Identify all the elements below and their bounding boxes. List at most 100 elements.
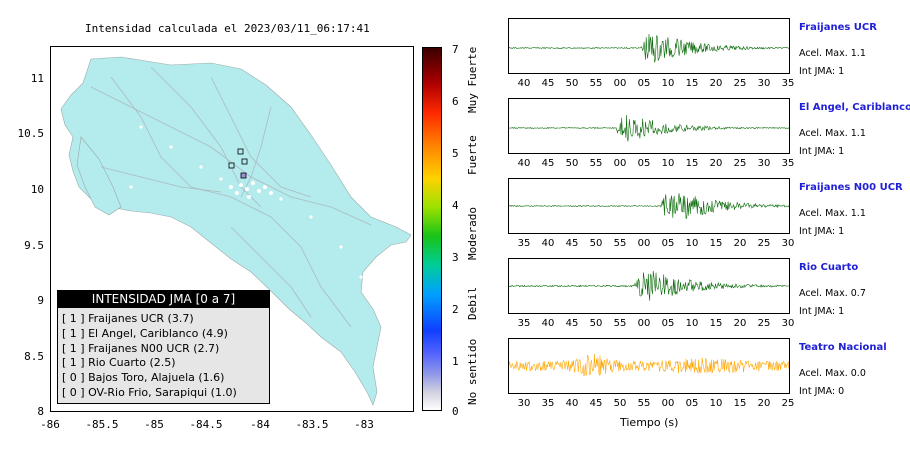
station-intensity: Int JMA: 0 bbox=[799, 386, 845, 397]
legend-row: [ 1 ] Fraijanes UCR (3.7) bbox=[62, 312, 194, 325]
road-network bbox=[90, 66, 372, 328]
time-tick: 05 bbox=[661, 318, 675, 329]
time-tick: 55 bbox=[613, 238, 627, 249]
time-tick: 40 bbox=[517, 78, 531, 89]
time-axis-label: Tiempo (s) bbox=[620, 416, 679, 429]
map-xtick: -83.5 bbox=[295, 418, 329, 431]
time-tick: 35 bbox=[517, 238, 531, 249]
legend-row: [ 0 ] Bajos Toro, Alajuela (1.6) bbox=[62, 371, 225, 385]
colorbar-tick: 5 bbox=[452, 147, 459, 160]
time-tick: 50 bbox=[613, 398, 627, 409]
seismogram-trace bbox=[508, 114, 790, 142]
time-tick: 30 bbox=[517, 398, 531, 409]
intensity-colorbar bbox=[422, 47, 442, 411]
time-tick: 55 bbox=[637, 398, 651, 409]
time-tick: 00 bbox=[637, 318, 651, 329]
legend-row: [ 1 ] Fraijanes N00 UCR (2.7) bbox=[62, 341, 220, 355]
legend-title: INTENSIDAD JMA [0 a 7] bbox=[58, 291, 269, 308]
time-tick: 55 bbox=[613, 318, 627, 329]
seismogram-panel bbox=[508, 18, 790, 74]
map-xtick: -83 bbox=[354, 418, 374, 431]
time-tick: 05 bbox=[685, 398, 699, 409]
station-intensity: Int JMA: 1 bbox=[799, 146, 845, 157]
station-name: Teatro Nacional bbox=[799, 342, 887, 353]
time-tick: 10 bbox=[661, 78, 675, 89]
colorbar-tick: 4 bbox=[452, 199, 459, 212]
time-tick: 25 bbox=[757, 318, 771, 329]
time-tick: 45 bbox=[565, 238, 579, 249]
station-acel: Acel. Max. 1.1 bbox=[799, 128, 866, 139]
time-tick: 00 bbox=[613, 78, 627, 89]
time-tick: 40 bbox=[517, 158, 531, 169]
time-tick: 25 bbox=[757, 238, 771, 249]
time-tick: 05 bbox=[637, 78, 651, 89]
map-title: Intensidad calculada el 2023/03/11_06:17… bbox=[85, 22, 370, 35]
time-tick: 10 bbox=[685, 238, 699, 249]
time-tick: 15 bbox=[733, 398, 747, 409]
seismogram-trace bbox=[508, 353, 790, 377]
station-name: Fraijanes N00 UCR bbox=[799, 182, 903, 193]
time-tick: 45 bbox=[589, 398, 603, 409]
seismogram-panel bbox=[508, 338, 790, 394]
map-ytick: 8 bbox=[37, 405, 44, 418]
time-tick: 45 bbox=[541, 78, 555, 89]
city-dots bbox=[129, 125, 363, 279]
station-acel: Acel. Max. 1.1 bbox=[799, 208, 866, 219]
time-tick: 25 bbox=[733, 78, 747, 89]
time-tick: 10 bbox=[709, 398, 723, 409]
station-acel: Acel. Max. 0.0 bbox=[799, 368, 866, 379]
colorbar-label: Debil bbox=[466, 286, 479, 320]
colorbar-tick: 7 bbox=[452, 43, 459, 56]
time-tick: 05 bbox=[661, 238, 675, 249]
time-tick: 40 bbox=[541, 238, 555, 249]
station-intensity: Int JMA: 1 bbox=[799, 306, 845, 317]
map-ytick: 11 bbox=[30, 72, 44, 85]
time-tick: 20 bbox=[757, 398, 771, 409]
seismogram-svg bbox=[508, 270, 789, 301]
time-tick: 30 bbox=[781, 318, 795, 329]
station-acel: Acel. Max. 1.1 bbox=[799, 48, 866, 59]
time-tick: 25 bbox=[733, 158, 747, 169]
station-intensity: Int JMA: 1 bbox=[799, 226, 845, 237]
station-intensity: Int JMA: 1 bbox=[799, 66, 845, 77]
time-tick: 10 bbox=[661, 158, 675, 169]
seismogram-svg bbox=[508, 193, 790, 220]
map-xtick: -85.5 bbox=[85, 418, 119, 431]
colorbar-tick: 2 bbox=[452, 303, 459, 316]
time-tick: 55 bbox=[589, 158, 603, 169]
colorbar-label: Moderado bbox=[466, 207, 479, 261]
legend-row: [ 0 ] OV-Rio Frio, Sarapiqui (1.0) bbox=[62, 385, 237, 399]
map-xtick: -84 bbox=[250, 418, 270, 431]
colorbar-tick: 0 bbox=[452, 405, 459, 418]
time-tick: 50 bbox=[589, 238, 603, 249]
map-xtick: -85 bbox=[144, 418, 164, 431]
seismogram-panel bbox=[508, 258, 790, 314]
time-tick: 25 bbox=[781, 398, 795, 409]
colorbar-tick: 1 bbox=[452, 355, 459, 368]
station-name: Rio Cuarto bbox=[799, 262, 859, 273]
time-tick: 00 bbox=[637, 238, 651, 249]
colorbar-label: Fuerte bbox=[466, 135, 479, 175]
time-tick: 20 bbox=[709, 78, 723, 89]
time-tick: 00 bbox=[613, 158, 627, 169]
time-tick: 35 bbox=[517, 318, 531, 329]
time-tick: 30 bbox=[781, 238, 795, 249]
time-tick: 50 bbox=[565, 78, 579, 89]
seismogram-trace bbox=[508, 33, 790, 63]
time-tick: 55 bbox=[589, 78, 603, 89]
time-tick: 30 bbox=[757, 78, 771, 89]
time-tick: 35 bbox=[541, 398, 555, 409]
colorbar-tick: 6 bbox=[452, 95, 459, 108]
peninsula-nicoya bbox=[76, 136, 122, 216]
costa-rica-landmass bbox=[60, 56, 412, 406]
time-tick: 00 bbox=[661, 398, 675, 409]
time-tick: 20 bbox=[733, 238, 747, 249]
time-tick: 20 bbox=[709, 158, 723, 169]
seismogram-trace bbox=[508, 193, 790, 220]
station-acel: Acel. Max. 0.7 bbox=[799, 288, 866, 299]
time-tick: 50 bbox=[589, 318, 603, 329]
seismogram-svg bbox=[508, 353, 790, 377]
map-ytick: 9.5 bbox=[24, 239, 44, 252]
time-tick: 10 bbox=[685, 318, 699, 329]
seismogram-panel bbox=[508, 178, 790, 234]
